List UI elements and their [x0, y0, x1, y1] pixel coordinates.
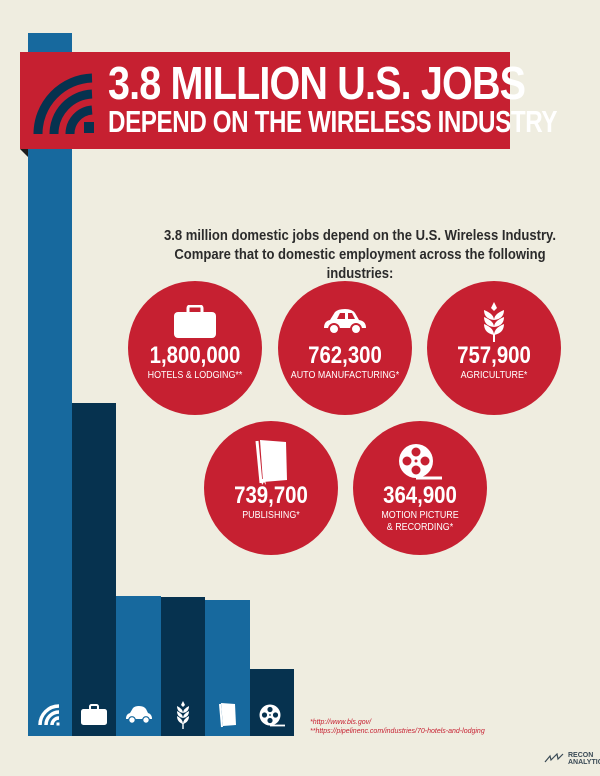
intro-line-2: Compare that to domestic employment acro… — [174, 247, 546, 282]
wifi-signal-icon — [32, 68, 96, 141]
car-icon — [278, 301, 412, 343]
stat-value: 762,300 — [308, 342, 382, 369]
stat-label: HOTELS & LODGING** — [147, 369, 243, 381]
banner-fold — [20, 149, 28, 157]
wheat-icon — [161, 701, 205, 729]
logo-line-2: ANALYTICS — [568, 759, 600, 766]
stat-auto: 762,300 AUTO MANUFACTURING* — [278, 281, 412, 415]
stat-label: PUBLISHING* — [242, 509, 300, 521]
stat-label: AUTO MANUFACTURING* — [290, 369, 400, 381]
wifi-icon — [28, 702, 72, 728]
bar-agriculture — [161, 597, 205, 736]
stat-label: AGRICULTURE* — [460, 369, 528, 381]
subheadline: DEPEND ON THE WIRELESS INDUSTRY — [108, 104, 558, 139]
stat-value: 739,700 — [234, 482, 308, 509]
bar-motion-picture — [250, 669, 294, 736]
bar-wireless — [28, 33, 72, 736]
briefcase-icon — [128, 301, 262, 343]
stat-motion-picture: 364,900 MOTION PICTURE & RECORDING* — [353, 421, 487, 555]
stat-label-line-2: & RECORDING* — [386, 521, 454, 533]
logo-line-1: RECON — [568, 751, 594, 759]
intro-text: 3.8 million domestic jobs depend on the … — [162, 227, 558, 284]
bar-publishing — [205, 600, 250, 736]
stat-hotels: 1,800,000 HOTELS & LODGING** — [128, 281, 262, 415]
film-reel-icon — [250, 702, 294, 728]
briefcase-icon — [72, 702, 116, 728]
stat-value: 364,900 — [383, 482, 457, 509]
wheat-icon — [427, 301, 561, 343]
logo-mark-icon — [544, 750, 564, 768]
stat-value: 1,800,000 — [149, 342, 241, 369]
book-icon — [205, 702, 250, 728]
stat-label: MOTION PICTURE & RECORDING* — [363, 509, 477, 533]
book-icon — [204, 437, 338, 487]
bar-auto — [116, 596, 161, 736]
footnotes: *http://www.bls.gov/ **https://pipelinen… — [310, 718, 485, 736]
bar-hotels — [72, 403, 116, 736]
film-reel-icon — [353, 439, 487, 485]
footnote-bls[interactable]: *http://www.bls.gov/ — [310, 719, 372, 726]
recon-analytics-logo: RECON ANALYTICS — [544, 750, 600, 768]
stat-label-line-1: MOTION PICTURE — [381, 509, 459, 521]
stat-agriculture: 757,900 AGRICULTURE* — [427, 281, 561, 415]
car-icon — [116, 702, 161, 728]
footnote-pipelinenc[interactable]: **https://pipelinenc.com/industries/70-h… — [310, 728, 485, 735]
stat-publishing: 739,700 PUBLISHING* — [204, 421, 338, 555]
intro-line-1: 3.8 million domestic jobs depend on the … — [164, 228, 556, 244]
stat-value: 757,900 — [457, 342, 531, 369]
title-banner: 3.8 MILLION U.S. JOBS DEPEND ON THE WIRE… — [20, 52, 558, 149]
headline: 3.8 MILLION U.S. JOBS — [108, 57, 526, 109]
